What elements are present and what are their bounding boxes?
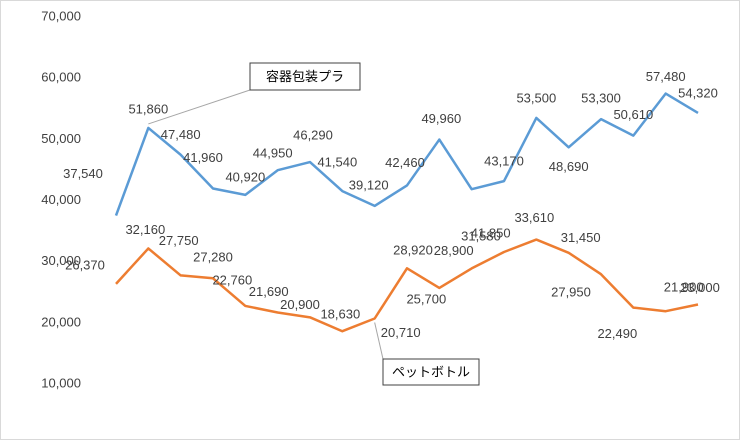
y-tick-label: 70,000 [41,8,81,23]
series-name: 容器包装プラ [266,69,344,84]
data-label: 21,900 [664,280,704,295]
y-tick-label: 20,000 [41,314,81,329]
y-tick-label: 60,000 [41,70,81,85]
data-label: 27,750 [159,233,199,248]
data-label: 18,630 [320,307,360,322]
data-label: 47,480 [161,127,201,142]
data-label: 25,700 [406,291,446,306]
data-label: 40,920 [225,169,265,184]
data-label: 44,950 [253,146,293,161]
data-label: 50,610 [613,107,653,122]
data-label: 42,460 [385,155,425,170]
data-label: 22,490 [597,326,637,341]
callout-leader [148,89,251,125]
data-label: 32,160 [125,222,165,237]
data-label: 31,450 [561,230,601,245]
data-label: 49,960 [421,111,461,126]
data-label: 27,280 [193,250,233,265]
data-label: 21,690 [249,284,289,299]
data-label: 26,370 [65,257,105,272]
data-label: 31,580 [461,228,501,243]
data-label: 20,900 [280,297,320,312]
data-label: 57,480 [646,69,686,84]
data-label: 46,290 [293,127,333,142]
callout-leader [374,322,384,360]
y-tick-label: 50,000 [41,131,81,146]
data-label: 51,860 [128,101,168,116]
data-label: 53,300 [581,91,621,106]
data-label: 41,540 [317,155,357,170]
data-label: 28,900 [434,243,474,258]
data-label: 53,500 [516,90,556,105]
series-name: ペットボトル [392,364,470,379]
data-label: 33,610 [514,210,554,225]
data-label: 23,000 [680,280,720,295]
callout-box [382,358,480,386]
data-label: 27,950 [551,285,591,300]
y-tick-label: 30,000 [41,253,81,268]
callout-box [249,62,361,91]
data-label: 37,540 [63,166,103,181]
data-label: 48,690 [549,159,589,174]
y-tick-label: 10,000 [41,375,81,390]
data-label: 22,760 [212,272,252,287]
data-label: 20,710 [381,325,421,340]
series-line [114,92,699,216]
y-tick-label: 40,000 [41,192,81,207]
data-label: 54,320 [678,85,718,100]
data-label: 39,120 [349,177,389,192]
series-line [115,238,699,333]
data-label: 28,920 [393,243,433,258]
data-label: 41,850 [471,226,511,241]
data-label: 43,170 [484,154,524,169]
data-label: 41,960 [183,150,223,165]
